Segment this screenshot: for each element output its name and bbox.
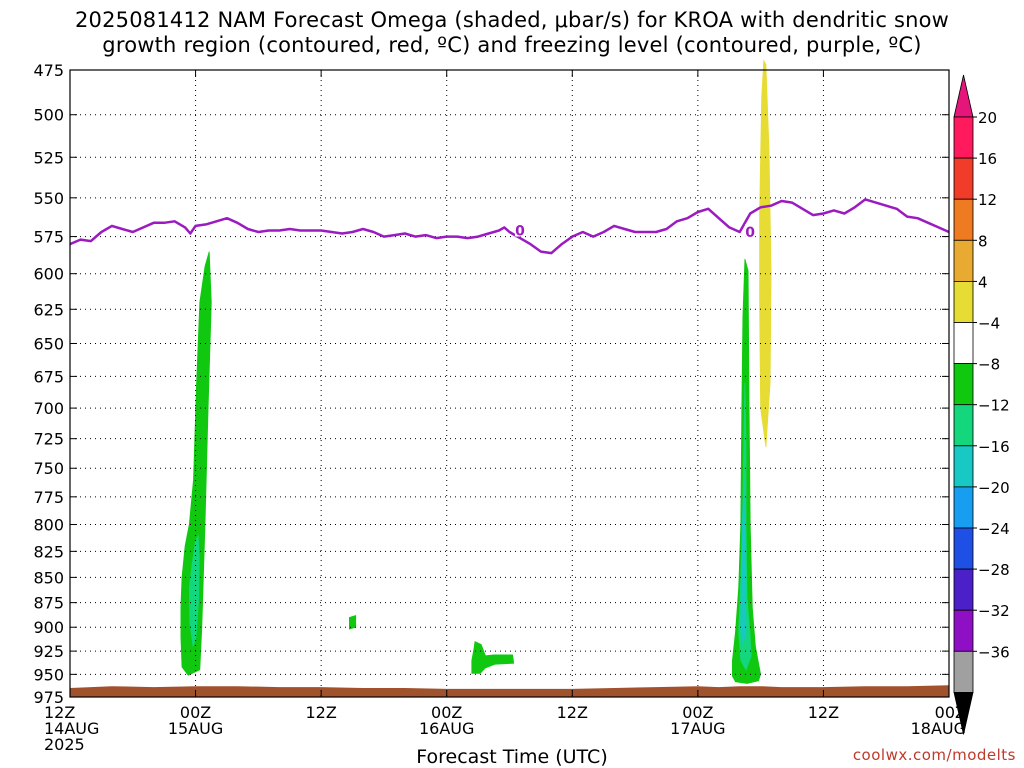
colorbar-swatch-13 <box>953 650 974 693</box>
freezing-level-label: 0 <box>745 225 755 241</box>
colorbar-label: −32 <box>978 602 1010 620</box>
omega-region-3 <box>471 641 515 674</box>
y-tick-label: 475 <box>33 61 64 80</box>
axes-layer: 475 500 525 550 575 600 625 650 675 700 725 750 775 8… <box>33 61 966 754</box>
y-tick-label: 625 <box>33 300 64 319</box>
x-tick-label: 18AUG <box>911 719 966 738</box>
colorbar-swatch-12 <box>953 609 974 652</box>
x-tick-label: 00Z <box>682 703 713 722</box>
x-tick-label: 12Z <box>557 703 588 722</box>
chart-title-line-2: growth region (contoured, red, ºC) and f… <box>102 33 922 57</box>
omega-region-0 <box>180 251 212 676</box>
freezing-level-line <box>69 198 950 255</box>
colorbar-label: −28 <box>978 561 1010 579</box>
chart-title-line-1: 2025081412 NAM Forecast Omega (shaded, μ… <box>74 8 950 32</box>
colorbar-swatch-5 <box>953 322 974 364</box>
y-tick-label: 950 <box>33 665 64 684</box>
colorbar-swatch-7 <box>953 404 974 447</box>
omega-region-7 <box>759 59 772 448</box>
colorbar-swatch-10 <box>953 527 974 570</box>
colorbar-label: −24 <box>978 520 1010 538</box>
x-tick-label: 14AUG <box>44 719 99 738</box>
y-tick-label: 575 <box>33 228 64 247</box>
y-tick-label: 975 <box>33 688 64 707</box>
colorbar: 20 16 12 8 4 −4 −8 −12 −16 −20 −24 −28 −32 −36 <box>953 74 1010 735</box>
y-tick-label: 825 <box>33 542 64 561</box>
colorbar-swatch-0 <box>953 116 974 159</box>
colorbar-label: −8 <box>978 356 1000 374</box>
plot-frame <box>69 69 950 698</box>
x-tick-label: 2025 <box>44 735 85 754</box>
y-tick-label: 675 <box>33 367 64 386</box>
y-tick-label: 750 <box>33 459 64 478</box>
omega-region-4 <box>732 258 762 684</box>
colorbar-swatch-4 <box>953 280 974 323</box>
colorbar-label: −20 <box>978 479 1010 497</box>
y-tick-label: 725 <box>33 430 64 449</box>
terrain-fill <box>70 685 949 697</box>
colorbar-label: 20 <box>978 109 997 127</box>
colorbar-swatch-2 <box>953 198 974 241</box>
freezing-label-bg-0 <box>514 222 525 237</box>
y-tick-label: 650 <box>33 334 64 353</box>
colorbar-label: −12 <box>978 397 1010 415</box>
freezing-level-label: 0 <box>515 223 525 239</box>
x-tick-label: 00Z <box>431 703 462 722</box>
y-tick-label: 775 <box>33 488 64 507</box>
colorbar-top-arrow <box>953 74 974 118</box>
colorbar-label: −36 <box>978 643 1010 661</box>
y-tick-label: 800 <box>33 516 64 535</box>
colorbar-label: 16 <box>978 150 997 168</box>
y-tick-label: 925 <box>33 642 64 661</box>
colorbar-swatch-6 <box>953 363 974 406</box>
y-tick-label: 525 <box>33 148 64 167</box>
colorbar-label: 8 <box>978 232 988 250</box>
freezing-label-bg-1 <box>745 224 756 239</box>
omega-shading-layer <box>180 59 772 684</box>
colorbar-label: 4 <box>978 273 988 291</box>
x-tick-label: 12Z <box>808 703 839 722</box>
x-tick-label: 16AUG <box>419 719 474 738</box>
terrain-layer <box>70 685 949 697</box>
y-tick-label: 550 <box>33 189 64 208</box>
y-tick-label: 850 <box>33 568 64 587</box>
colorbar-swatch-3 <box>953 239 974 282</box>
x-tick-label: 12Z <box>44 703 75 722</box>
y-tick-label: 600 <box>33 265 64 284</box>
y-tick-label: 900 <box>33 618 64 637</box>
colorbar-label: −16 <box>978 438 1010 456</box>
y-tick-label: 875 <box>33 594 64 613</box>
y-tick-label: 500 <box>33 106 64 125</box>
source-credit: coolwx.com/modelts <box>852 746 1016 764</box>
x-axis-title: Forecast Time (UTC) <box>416 746 608 768</box>
colorbar-swatch-9 <box>953 486 974 529</box>
colorbar-swatch-8 <box>953 445 974 488</box>
x-tick-label: 15AUG <box>168 719 223 738</box>
colorbar-swatch-1 <box>953 157 974 200</box>
colorbar-swatch-11 <box>953 568 974 611</box>
colorbar-label: −4 <box>978 315 1000 333</box>
x-tick-label: 00Z <box>180 703 211 722</box>
x-tick-label: 12Z <box>305 703 336 722</box>
colorbar-label: 12 <box>978 191 997 209</box>
omega-region-6 <box>740 479 747 645</box>
omega-region-1 <box>188 535 200 647</box>
x-tick-label: 17AUG <box>670 719 725 738</box>
colorbar-bottom-arrow <box>953 692 974 735</box>
y-tick-label: 700 <box>33 399 64 418</box>
